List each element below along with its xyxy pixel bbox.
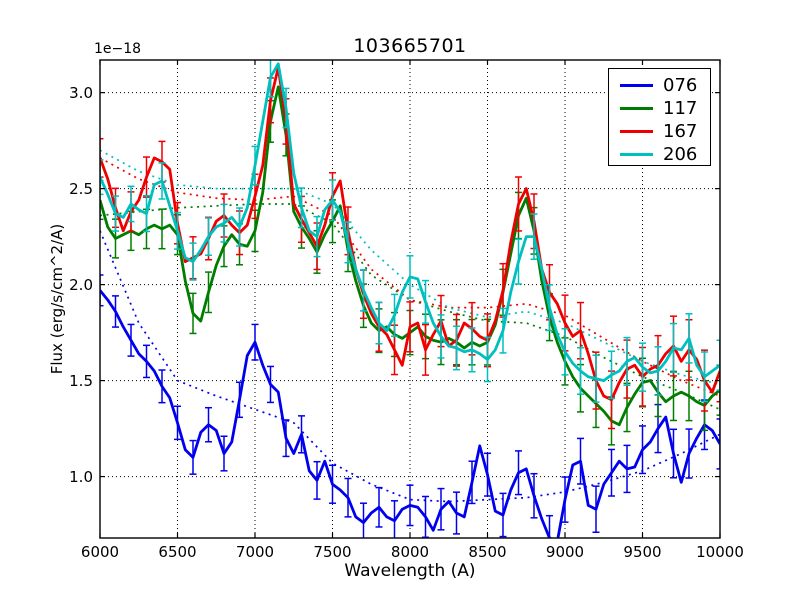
x-tick-label: 7500 (313, 543, 352, 561)
legend-line-swatch (620, 153, 653, 156)
legend-line-swatch (620, 130, 653, 133)
x-tick-label: 6500 (158, 543, 197, 561)
y-tick-label: 3.0 (69, 83, 93, 102)
chart-title: 103665701 (353, 35, 467, 57)
x-tick-label: 7000 (235, 543, 275, 561)
y-tick-label: 1.5 (69, 371, 93, 390)
model-curve-167-model (100, 157, 720, 397)
legend-label: 117 (663, 97, 698, 119)
y-tick-label: 1.0 (69, 467, 93, 486)
legend-line-swatch (620, 84, 653, 87)
legend-label: 167 (663, 120, 698, 142)
legend-item-076: 076 (609, 74, 710, 97)
legend-label: 206 (663, 143, 698, 165)
x-tick-label: 9000 (545, 543, 585, 561)
x-tick-label: 8500 (468, 543, 507, 561)
curves (100, 60, 720, 538)
y-axis-offset-text: 1e−18 (94, 41, 142, 57)
series-curve-167 (100, 66, 720, 402)
model-curve-076-model (100, 230, 720, 503)
legend-line-swatch (620, 107, 653, 110)
model-curve-206-model (100, 149, 720, 386)
axis-ticks (99, 60, 721, 538)
legend: 076 117 167 206 (608, 68, 711, 166)
x-tick-label: 9500 (623, 543, 662, 561)
model-curve-117-model (100, 203, 720, 411)
x-tick-label: 6000 (80, 543, 120, 561)
legend-item-117: 117 (609, 97, 710, 120)
legend-item-206: 206 (609, 143, 710, 166)
x-tick-label: 8000 (390, 543, 430, 561)
y-tick-label: 2.5 (69, 179, 93, 198)
x-tick-label: 10000 (696, 543, 744, 561)
y-tick-label: 2.0 (69, 275, 93, 294)
legend-label: 076 (663, 74, 698, 96)
x-axis-label: Wavelength (A) (344, 561, 476, 581)
series-curve-206 (100, 62, 720, 382)
y-axis-label: Flux (erg/s/cm^2/A) (48, 223, 66, 375)
series-curve-076 (100, 289, 720, 538)
legend-item-167: 167 (609, 120, 710, 143)
